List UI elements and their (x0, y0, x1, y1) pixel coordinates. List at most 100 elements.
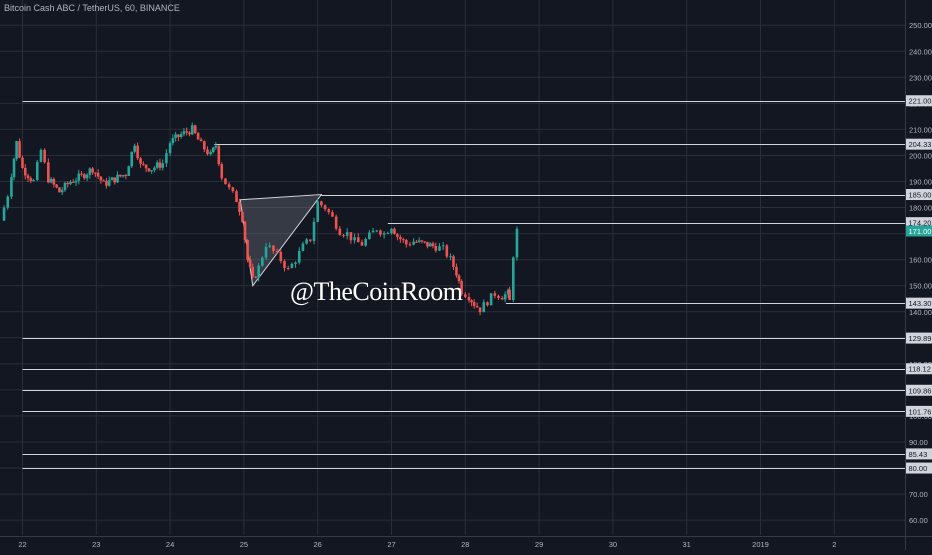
candle-body (515, 228, 519, 258)
level-label-text: 101.76 (909, 407, 932, 416)
candle-body (121, 175, 125, 177)
candle-body (196, 133, 200, 140)
candle-body (316, 201, 319, 222)
candle-body (386, 233, 390, 235)
candle-body (139, 158, 142, 164)
candle-body (168, 143, 172, 154)
candle-body (279, 251, 283, 262)
candle-body (66, 182, 70, 185)
time-tick-label: 2019 (752, 540, 769, 549)
level-label-bg (906, 384, 932, 396)
candle-body (254, 276, 258, 278)
level-label-bg (906, 462, 932, 474)
candle-body (224, 178, 227, 185)
time-axis-bg (0, 537, 905, 550)
candle-body (10, 177, 13, 197)
candle-body (379, 230, 382, 235)
candle-body (88, 168, 92, 175)
candle-body (153, 167, 156, 171)
candle-body (268, 245, 272, 247)
time-tick-label: 27 (387, 540, 395, 549)
candle-body (431, 243, 435, 246)
candle-body (434, 245, 438, 251)
candle-body (426, 241, 429, 247)
candle-body (116, 174, 119, 183)
time-tick-label: 2 (832, 540, 836, 549)
candle-body (21, 157, 24, 168)
time-tick-label: 25 (240, 540, 248, 549)
time-tick-label: 29 (535, 540, 543, 549)
candle-body (179, 134, 183, 138)
candle-body (39, 149, 43, 162)
candle-body (209, 152, 212, 155)
level-label-bg (906, 189, 932, 201)
candle-body (368, 232, 371, 240)
candle-body (26, 175, 30, 179)
time-tick-label: 26 (314, 540, 322, 549)
candle-body (133, 145, 136, 152)
candle-body (235, 191, 238, 203)
candle-body (472, 302, 476, 307)
candle-body (80, 173, 83, 175)
candle-body (127, 166, 131, 176)
candle-body (428, 243, 432, 247)
candle-body (452, 256, 455, 267)
candle-body (467, 296, 471, 301)
candle-body (130, 151, 134, 167)
candle-body (404, 239, 408, 245)
candle-body (286, 267, 290, 269)
candle-body (199, 139, 203, 142)
candle-body (155, 162, 159, 168)
level-label-text: 80.00 (909, 464, 928, 473)
level-label-bg (906, 405, 932, 417)
level-label-bg (906, 448, 932, 460)
candle-body (118, 174, 122, 177)
price-tick-label: 190.00 (909, 178, 932, 187)
candle-body (185, 131, 189, 133)
candle-body (489, 293, 493, 306)
candle-body (113, 177, 117, 183)
candle-body (142, 163, 145, 165)
price-tick-label: 90.00 (909, 438, 928, 447)
candle-body (320, 201, 323, 206)
candle-body (29, 178, 33, 181)
candle-body (248, 259, 252, 267)
candle-body (382, 233, 386, 235)
level-label-text: 143.30 (909, 299, 932, 308)
price-tick-label: 180.00 (909, 204, 932, 213)
candle-body (457, 275, 461, 282)
current-price-label-text: 171.00 (909, 227, 932, 236)
candle-body (297, 251, 301, 263)
level-label-text: 109.86 (909, 386, 932, 395)
candle-body (486, 302, 489, 306)
candle-body (193, 125, 197, 134)
candle-body (150, 170, 153, 172)
candle-body (503, 294, 507, 300)
price-tick-label: 60.00 (909, 516, 928, 525)
candle-body (497, 295, 500, 298)
candle-body (272, 245, 275, 252)
level-label-bg (906, 138, 932, 150)
candle-body (231, 187, 235, 192)
candle-body (445, 245, 449, 257)
candle-body (83, 174, 86, 179)
level-label-bg (906, 297, 932, 309)
candle-body (102, 180, 105, 182)
price-tick-label: 250.00 (909, 21, 932, 30)
candle-body (136, 145, 139, 159)
chart-title: Bitcoin Cash ABC / TetherUS, 60, BINANCE (4, 3, 180, 13)
candle-body (353, 237, 356, 241)
watermark-text: @TheCoinRoom (290, 277, 463, 306)
price-tick-label: 200.00 (909, 151, 932, 160)
candle-body (174, 134, 177, 139)
candle-body (275, 251, 279, 253)
candle-body (238, 202, 241, 212)
candle-body (12, 158, 16, 178)
level-label-text: 118.12 (909, 365, 931, 374)
price-tick-label: 240.00 (909, 47, 932, 56)
time-tick-label: 30 (609, 540, 617, 549)
candle-body (345, 232, 349, 236)
price-tick-label: 70.00 (909, 490, 928, 499)
